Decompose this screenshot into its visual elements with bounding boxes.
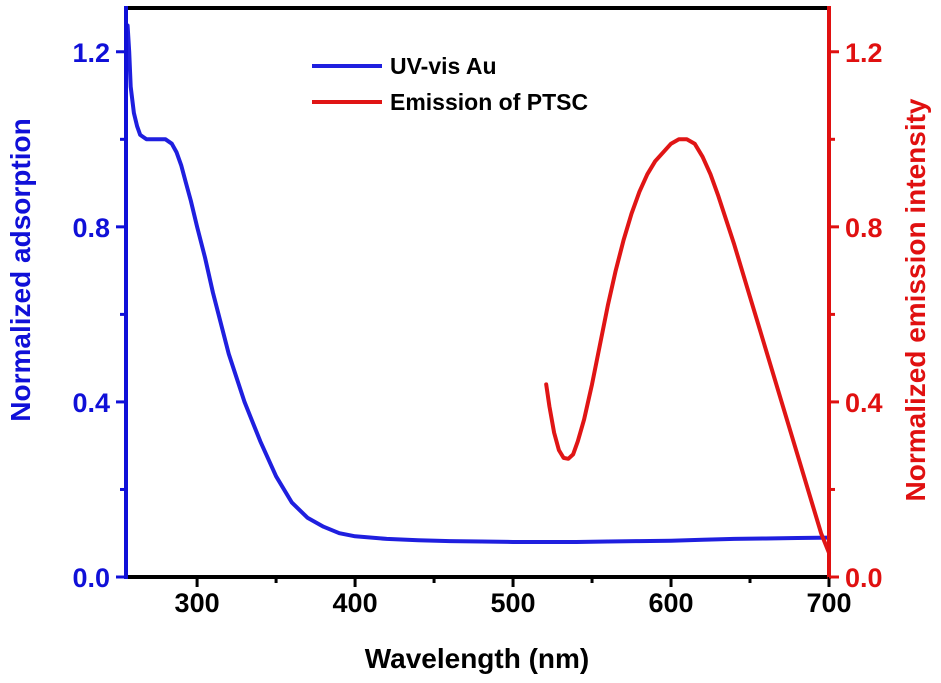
axis-ticks (116, 50, 839, 587)
series-line-emission (544, 137, 831, 555)
right-y-tick-label: 0.8 (845, 213, 883, 243)
right-y-axis-title: Normalized emission intensity (900, 98, 931, 501)
x-axis-title: Wavelength (nm) (365, 643, 590, 674)
right-y-tick-label: 0.4 (845, 388, 883, 418)
series-layer (124, 23, 831, 555)
left-y-tick-label: 0.0 (72, 563, 110, 593)
left-y-tick-label: 0.8 (72, 213, 110, 243)
left-y-tick-label: 1.2 (72, 38, 110, 68)
right-y-tick-label: 1.2 (845, 38, 883, 68)
x-tick-label: 600 (648, 588, 693, 618)
x-tick-label: 300 (175, 588, 220, 618)
left-y-axis-title: Normalized adsorption (5, 118, 36, 421)
legend-label-uv-vis: UV-vis Au (390, 53, 497, 79)
plot-frame (124, 6, 831, 579)
left-y-tick-label: 0.4 (72, 388, 110, 418)
series-line-uv-vis (124, 23, 831, 544)
x-tick-label: 400 (333, 588, 378, 618)
right-y-tick-label: 0.0 (845, 563, 883, 593)
legend-label-emission: Emission of PTSC (390, 89, 588, 115)
legend: UV-vis Au Emission of PTSC (312, 53, 588, 115)
x-tick-label: 500 (491, 588, 536, 618)
x-tick-label: 700 (806, 588, 851, 618)
